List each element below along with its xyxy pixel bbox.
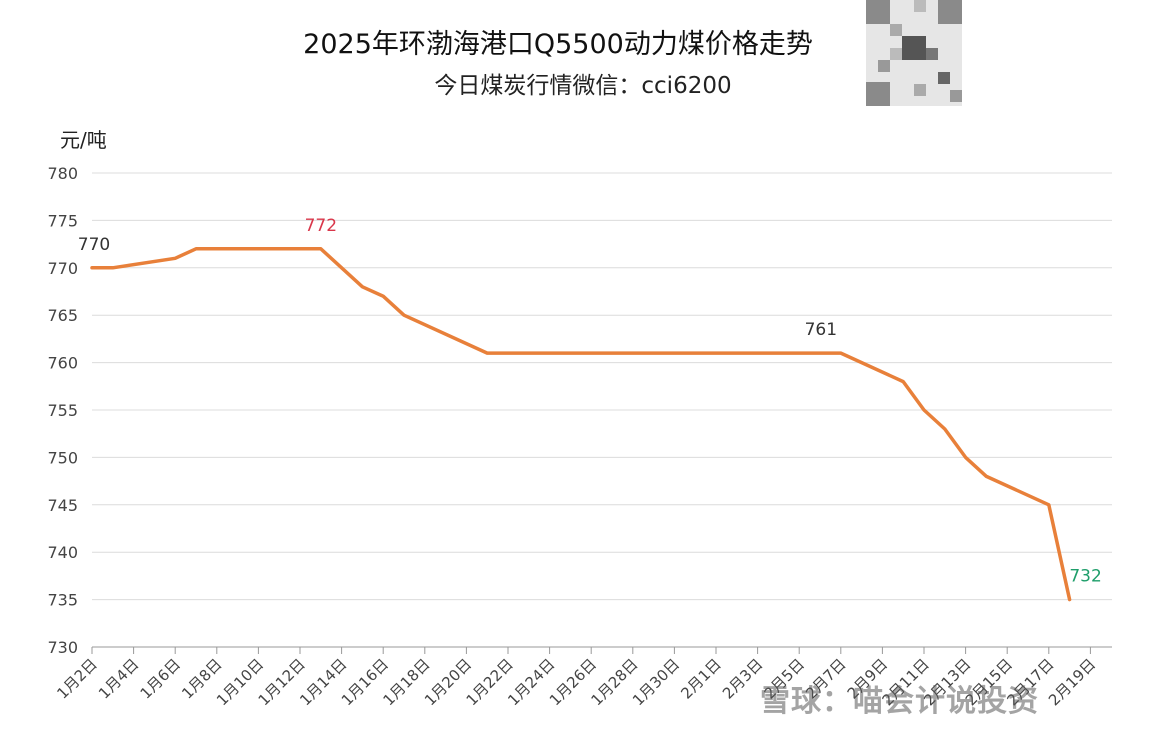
data-label: 772 bbox=[305, 216, 337, 236]
chart-subtitle: 今日煤炭行情微信：cci6200 bbox=[434, 73, 732, 99]
y-tick-label: 750 bbox=[47, 448, 78, 467]
y-tick-label: 760 bbox=[47, 354, 78, 373]
y-tick-label: 755 bbox=[47, 401, 78, 420]
y-axis-ticks: 730 735 740 745 750 755 760 765 770 775 780 bbox=[47, 164, 78, 657]
y-tick-label: 780 bbox=[47, 164, 78, 183]
y-tick-label: 730 bbox=[47, 638, 78, 657]
y-tick-label: 770 bbox=[47, 259, 78, 278]
x-tick-label: 1月2日 bbox=[53, 655, 100, 702]
gridlines bbox=[92, 172, 1112, 648]
chart-title: 2025年环渤海港口Q5500动力煤价格走势 bbox=[303, 29, 813, 60]
y-tick-label: 745 bbox=[47, 496, 78, 515]
watermark-text: 雪球：喵会计说投资 bbox=[760, 684, 1039, 719]
series-line-0 bbox=[90, 247, 1072, 602]
y-tick-label: 735 bbox=[47, 591, 78, 610]
qr-code-icon bbox=[866, 0, 962, 106]
x-tick-label: 1月30日 bbox=[629, 655, 683, 709]
data-annotations: 770 772 761 732 bbox=[78, 216, 1102, 587]
y-tick-label: 740 bbox=[47, 543, 78, 562]
data-label: 761 bbox=[805, 320, 837, 340]
data-label: 732 bbox=[1069, 567, 1101, 587]
x-tick-label: 2月1日 bbox=[677, 655, 724, 702]
y-axis-unit-label: 元/吨 bbox=[60, 128, 107, 152]
x-tick-label: 1月4日 bbox=[95, 655, 142, 702]
series-lines bbox=[90, 247, 1072, 602]
y-tick-label: 765 bbox=[47, 306, 78, 325]
y-tick-label: 775 bbox=[47, 211, 78, 230]
x-tick-label: 1月6日 bbox=[137, 655, 184, 702]
x-tick-label: 2月19日 bbox=[1045, 655, 1099, 709]
data-label: 770 bbox=[78, 235, 110, 255]
